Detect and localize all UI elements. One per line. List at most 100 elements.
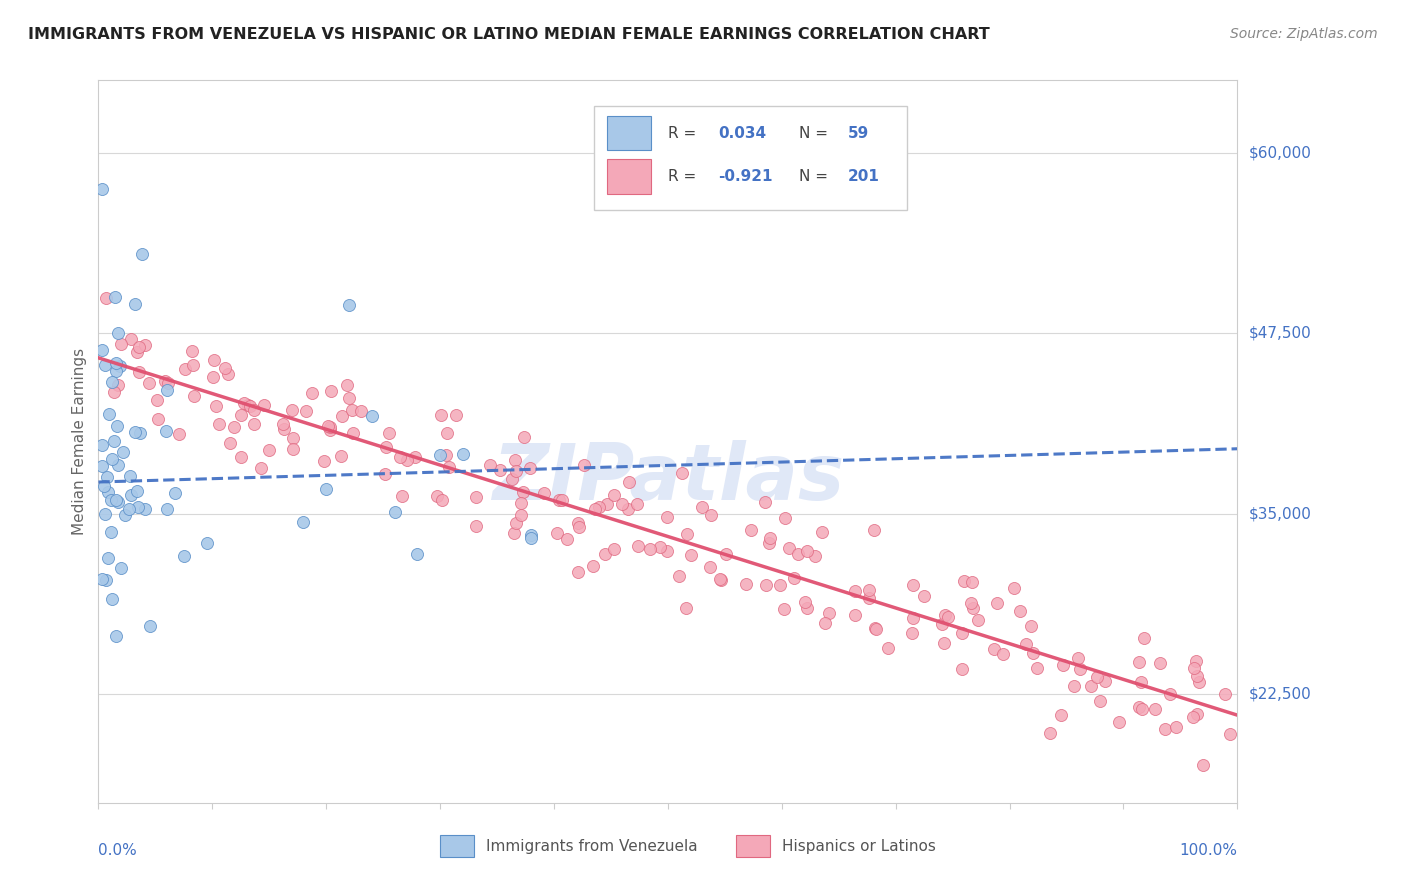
Point — [111, 445, 134, 459]
Point — [181, 358, 204, 372]
Point — [1128, 699, 1150, 714]
Point — [156, 501, 179, 516]
Point — [195, 535, 218, 549]
Point — [128, 340, 150, 354]
Point — [350, 404, 373, 418]
Point — [505, 516, 527, 531]
Point — [931, 617, 953, 632]
Point — [104, 493, 127, 508]
Point — [773, 510, 796, 524]
Point — [214, 360, 236, 375]
Text: 0.034: 0.034 — [718, 126, 766, 141]
Point — [865, 622, 887, 636]
Point — [107, 326, 129, 340]
Point — [321, 384, 343, 398]
Point — [1094, 674, 1116, 689]
Point — [1133, 631, 1156, 645]
Point — [1069, 662, 1091, 676]
Point — [391, 489, 413, 503]
Point — [108, 359, 131, 373]
Point — [155, 424, 177, 438]
Point — [360, 409, 382, 423]
Point — [582, 558, 605, 573]
Point — [93, 479, 115, 493]
Point — [638, 542, 661, 557]
Point — [183, 389, 205, 403]
Point — [489, 463, 512, 477]
Point — [794, 595, 817, 609]
Point — [316, 419, 339, 434]
Point — [388, 450, 411, 464]
Point — [1052, 658, 1074, 673]
Point — [292, 516, 315, 530]
Point — [950, 662, 973, 676]
Point — [513, 430, 536, 444]
Point — [236, 398, 259, 412]
Text: R =: R = — [668, 126, 702, 141]
FancyBboxPatch shape — [593, 105, 907, 211]
Point — [619, 475, 641, 489]
Point — [754, 494, 776, 508]
Text: $60,000: $60,000 — [1249, 145, 1312, 160]
Point — [465, 491, 488, 505]
Point — [844, 608, 866, 623]
Text: $22,500: $22,500 — [1249, 687, 1312, 702]
Point — [100, 451, 122, 466]
Point — [583, 502, 606, 516]
Point — [520, 528, 543, 542]
Point — [374, 440, 396, 454]
Point — [250, 461, 273, 475]
Point — [966, 613, 988, 627]
Point — [406, 547, 429, 561]
Point — [301, 386, 323, 401]
Point — [124, 297, 146, 311]
Point — [814, 615, 837, 630]
Point — [1149, 657, 1171, 671]
Point — [568, 520, 591, 534]
Point — [100, 375, 122, 389]
Point — [131, 246, 153, 260]
Point — [768, 578, 790, 592]
Point — [163, 485, 186, 500]
Point — [960, 575, 983, 590]
Point — [110, 561, 132, 575]
Point — [336, 377, 359, 392]
Point — [572, 458, 595, 473]
Point — [107, 495, 129, 509]
Point — [110, 336, 132, 351]
Point — [437, 460, 460, 475]
Point — [100, 524, 122, 539]
Point — [1219, 727, 1241, 741]
Point — [125, 345, 148, 359]
Point — [934, 608, 956, 623]
Point — [436, 448, 458, 462]
Point — [512, 484, 534, 499]
Text: $35,000: $35,000 — [1249, 507, 1312, 521]
Point — [655, 509, 678, 524]
Point — [97, 551, 120, 566]
Point — [773, 602, 796, 616]
Point — [229, 408, 252, 422]
Text: Source: ZipAtlas.com: Source: ZipAtlas.com — [1230, 27, 1378, 41]
Point — [602, 488, 624, 502]
Point — [105, 363, 128, 377]
Text: 59: 59 — [848, 126, 869, 141]
Point — [118, 501, 141, 516]
Point — [120, 332, 142, 346]
Point — [202, 353, 225, 368]
Point — [104, 629, 127, 643]
Point — [157, 376, 180, 391]
Point — [1014, 637, 1036, 651]
Point — [96, 470, 118, 484]
Point — [1080, 680, 1102, 694]
Point — [936, 610, 959, 624]
Point — [603, 542, 626, 557]
Point — [567, 565, 589, 579]
Point — [430, 409, 453, 423]
Text: N =: N = — [799, 126, 832, 141]
Point — [657, 544, 679, 558]
Point — [796, 600, 818, 615]
Point — [384, 505, 406, 519]
Point — [533, 486, 555, 500]
Point — [205, 400, 228, 414]
